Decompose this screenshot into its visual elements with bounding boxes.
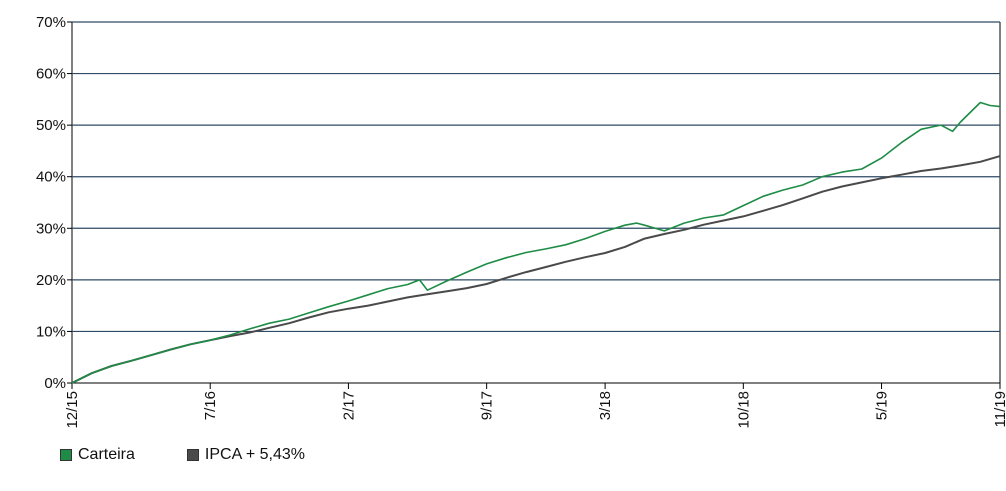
y-tick-label: 30% [36,220,66,237]
x-tick-label: 5/19 [874,391,891,420]
x-axis: 12/15 7/16 2/17 9/17 3/18 10/18 5/19 11/19 [64,383,1006,429]
legend: Carteira IPCA + 5,43% [60,446,357,464]
y-tick-label: 70% [36,14,66,31]
y-tick-label: 20% [36,272,66,289]
legend-label-ipca: IPCA + 5,43% [204,446,305,463]
series-line-carteira [71,101,1001,384]
legend-item-ipca: IPCA + 5,43% [186,446,305,464]
y-tick-label: 50% [36,117,66,134]
x-tick-label: 3/18 [597,391,614,420]
legend-label-carteira: Carteira [78,446,135,463]
x-tick-label: 11/19 [992,391,1006,427]
legend-swatch-carteira [60,449,72,461]
line-chart: 0% 10% 20% 30% 40% 50% 60% 70% 12/15 7/16 2/17 9/1… [36,14,1006,429]
x-tick-label: 2/17 [340,391,357,420]
series-line-ipca [71,155,1001,384]
gridlines [71,21,1001,384]
series-lines [71,101,1001,384]
y-tick-label: 60% [36,66,66,83]
y-tick-label: 0% [44,375,66,392]
legend-item-carteira: Carteira [60,446,135,464]
y-axis: 0% 10% 20% 30% 40% 50% 60% 70% [36,14,72,392]
x-tick-label: 9/17 [479,391,496,420]
x-tick-label: 12/15 [64,391,81,429]
legend-swatch-ipca [186,449,199,461]
y-tick-label: 10% [36,323,66,340]
x-tick-label: 7/16 [202,391,219,420]
y-tick-label: 40% [36,169,66,186]
x-tick-label: 10/18 [735,391,752,429]
